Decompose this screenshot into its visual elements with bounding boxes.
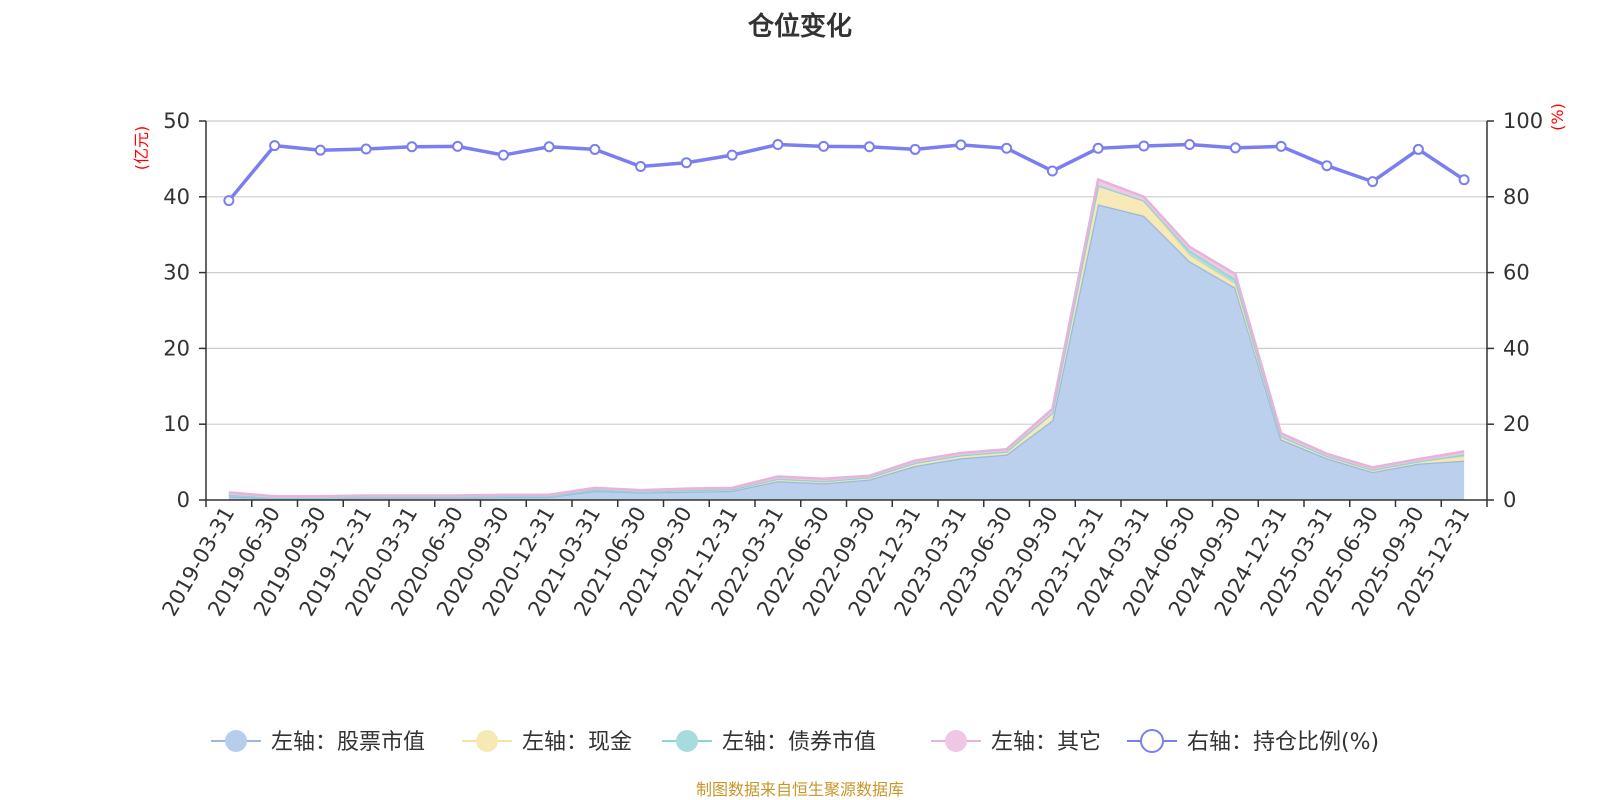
ratio-point	[1229, 142, 1241, 154]
legend-item-1[interactable]: 左轴：现金	[462, 730, 632, 755]
axes: 010203040500204060801002019-03-312019-06…	[157, 109, 1543, 620]
ratio-line-layer	[223, 138, 1470, 207]
grid-lines	[206, 120, 1487, 425]
legend-item-0[interactable]: 左轴：股票市值	[211, 730, 425, 755]
right-tick-label: 60	[1503, 261, 1530, 285]
legend-label: 左轴：债券市值	[722, 730, 876, 755]
legend-label: 左轴：现金	[522, 730, 632, 755]
legend-label: 左轴：其它	[991, 730, 1101, 755]
legend-label: 左轴：股票市值	[271, 730, 425, 755]
right-tick-label: 0	[1503, 488, 1516, 512]
ratio-line	[227, 142, 1466, 202]
legend-marker	[945, 730, 967, 752]
ratio-point	[1184, 138, 1196, 150]
ratio-point	[1092, 142, 1104, 154]
right-tick-label: 80	[1503, 185, 1530, 209]
chart-title: 仓位变化	[747, 12, 852, 42]
ratio-point	[772, 138, 784, 150]
area-series-0	[228, 204, 1465, 500]
ratio-point	[635, 160, 647, 172]
ratio-point	[543, 141, 555, 153]
legend-label: 右轴：持仓比例(%)	[1187, 730, 1379, 755]
ratio-point	[818, 140, 830, 152]
ratio-point	[360, 143, 372, 155]
area-edge-series-3	[228, 177, 1465, 498]
left-tick-label: 0	[177, 488, 190, 512]
ratio-point	[1046, 165, 1058, 177]
ratio-point	[955, 139, 967, 151]
legend[interactable]: 左轴：股票市值 左轴：现金 左轴：债券市值 左轴：其它 右轴：持仓比例(%)	[211, 729, 1379, 755]
left-axis-unit: (亿元)	[132, 126, 151, 171]
ratio-point	[406, 141, 418, 153]
ratio-point	[909, 143, 921, 155]
ratio-point	[726, 149, 738, 161]
ratio-point	[1458, 174, 1470, 186]
ratio-point	[1001, 142, 1013, 154]
stacked-areas	[228, 177, 1465, 500]
legend-item-3[interactable]: 左轴：其它	[931, 730, 1101, 755]
ratio-point	[452, 140, 464, 152]
left-tick-label: 30	[163, 261, 190, 285]
left-tick-label: 40	[163, 185, 190, 209]
right-tick-label: 100	[1503, 109, 1543, 133]
ratio-point	[1321, 160, 1333, 172]
legend-item-2[interactable]: 左轴：债券市值	[662, 730, 876, 755]
right-axis-unit: (%)	[1548, 103, 1567, 131]
ratio-point	[1367, 176, 1379, 188]
ratio-point	[1412, 143, 1424, 155]
ratio-point	[269, 140, 281, 152]
legend-item-4[interactable]: 右轴：持仓比例(%)	[1127, 729, 1379, 755]
right-tick-label: 20	[1503, 412, 1530, 436]
ratio-point	[497, 149, 509, 161]
right-tick-label: 40	[1503, 336, 1530, 360]
ratio-point	[589, 143, 601, 155]
legend-marker	[225, 730, 247, 752]
ratio-point	[314, 144, 326, 156]
ratio-point	[1138, 140, 1150, 152]
legend-marker	[1140, 729, 1164, 753]
source-note: 制图数据来自恒生聚源数据库	[695, 780, 904, 799]
ratio-point	[863, 141, 875, 153]
legend-marker	[476, 730, 498, 752]
left-tick-label: 10	[163, 412, 190, 436]
ratio-point	[1275, 140, 1287, 152]
left-tick-label: 20	[163, 336, 190, 360]
legend-marker	[676, 730, 698, 752]
ratio-point	[680, 157, 692, 169]
ratio-point	[223, 195, 235, 207]
left-tick-label: 50	[163, 109, 190, 133]
